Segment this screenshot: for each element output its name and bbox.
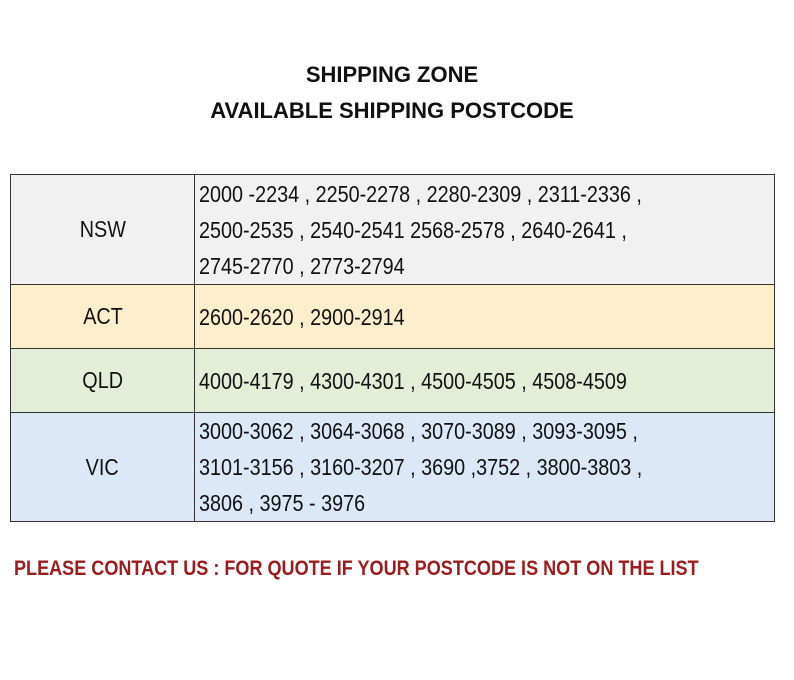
postcode-line: 2500-2535 , 2540-2541 2568-2578 , 2640-2… — [199, 216, 627, 243]
state-cell: VIC — [10, 412, 195, 522]
postcode-cell: 2000 -2234 , 2250-2278 , 2280-2309 , 231… — [194, 174, 775, 285]
postcode-line: 2745-2770 , 2773-2794 — [199, 252, 405, 279]
postcode-line: 3806 , 3975 - 3976 — [199, 490, 366, 516]
state-cell: QLD — [10, 348, 195, 413]
state-cell: ACT — [10, 284, 195, 349]
postcode-cell: 4000-4179 , 4300-4301 , 4500-4505 , 4508… — [194, 348, 775, 413]
table-row-nsw: NSW 2000 -2234 , 2250-2278 , 2280-2309 ,… — [10, 174, 775, 285]
page-title: SHIPPING ZONE — [305, 62, 479, 87]
state-label: QLD — [82, 367, 123, 393]
postcode-line: 3101-3156 , 3160-3207 , 3690 ,3752 , 380… — [199, 454, 643, 480]
postcode-line: 2600-2620 , 2900-2914 — [199, 303, 405, 330]
postcode-cell: 2600-2620 , 2900-2914 — [194, 284, 775, 349]
table-row-vic: VIC 3000-3062 , 3064-3068 , 3070-3089 , … — [10, 412, 775, 522]
postcode-table: NSW 2000 -2234 , 2250-2278 , 2280-2309 ,… — [10, 174, 775, 522]
table-row-qld: QLD 4000-4179 , 4300-4301 , 4500-4505 , … — [10, 348, 775, 413]
postcode-line: 4000-4179 , 4300-4301 , 4500-4505 , 4508… — [199, 367, 627, 394]
postcode-line: 2000 -2234 , 2250-2278 , 2280-2309 , 231… — [199, 180, 642, 207]
state-label: VIC — [86, 453, 119, 480]
postcode-line: 3000-3062 , 3064-3068 , 3070-3089 , 3093… — [199, 418, 638, 444]
contact-notice: PLEASE CONTACT US : FOR QUOTE IF YOUR PO… — [14, 557, 699, 580]
postcode-cell: 3000-3062 , 3064-3068 , 3070-3089 , 3093… — [194, 412, 775, 522]
table-row-act: ACT 2600-2620 , 2900-2914 — [10, 284, 775, 349]
state-cell: NSW — [10, 174, 195, 285]
state-label: ACT — [82, 303, 123, 329]
page-subtitle: AVAILABLE SHIPPING POSTCODE — [210, 98, 574, 123]
state-label: NSW — [79, 216, 126, 242]
